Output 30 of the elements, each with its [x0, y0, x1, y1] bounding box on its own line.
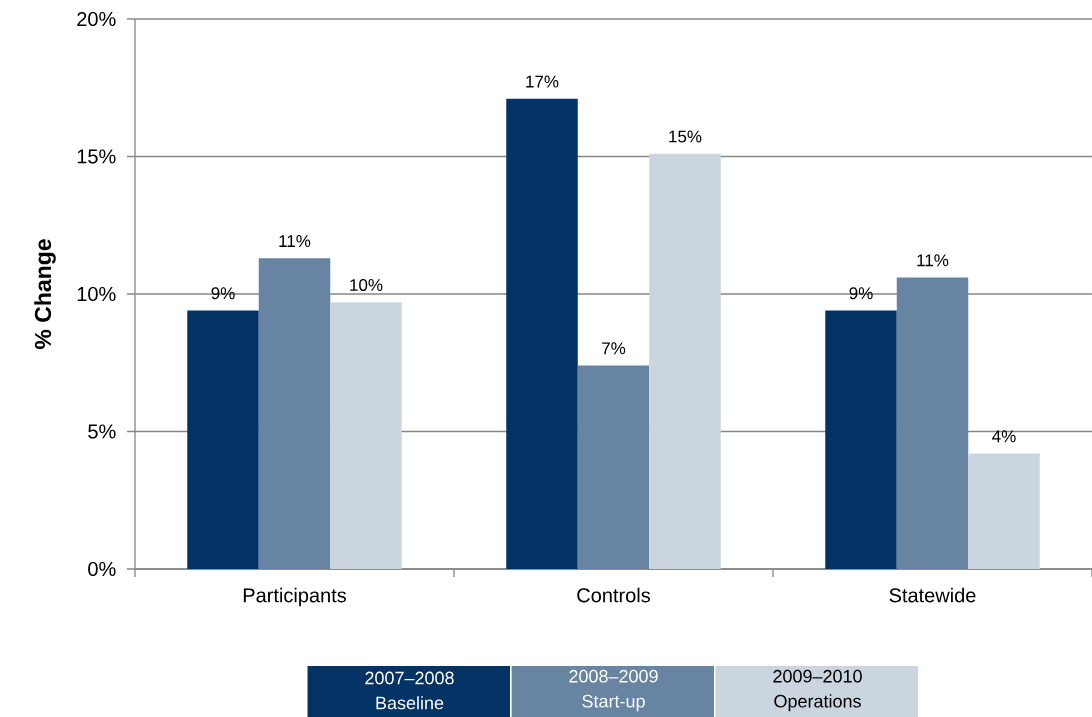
bar	[968, 453, 1040, 569]
text: 2009–2010 Operations	[773, 669, 862, 712]
y-tick-label: 10%	[77, 286, 116, 302]
bar	[577, 365, 650, 569]
data-label: 7%	[602, 342, 626, 355]
text: 2007–2008 Baseline	[365, 671, 454, 710]
data-label: 9%	[849, 287, 873, 300]
bar	[187, 310, 259, 569]
y-tick-label: 5%	[88, 424, 116, 439]
x-tick-label: Controls	[577, 587, 650, 603]
data-label: 10%	[350, 278, 383, 291]
text: 2008–2009 Start-up	[569, 669, 658, 712]
y-axis-title: % Change	[34, 239, 56, 350]
bar	[258, 258, 331, 569]
data-label: 9%	[211, 287, 235, 300]
data-label: 11%	[917, 254, 949, 267]
bar	[330, 302, 402, 569]
data-label: 11%	[279, 235, 311, 247]
bar	[649, 153, 721, 569]
data-label: 15%	[669, 130, 702, 143]
x-tick-label: Participants	[243, 587, 346, 607]
data-label: 17%	[526, 75, 559, 88]
bar	[506, 98, 578, 569]
data-label: 4%	[992, 430, 1016, 443]
x-tick-label: Statewide	[889, 587, 976, 603]
bar	[896, 277, 969, 569]
y-tick-label: 0%	[88, 561, 116, 577]
y-tick-label: 20%	[77, 11, 116, 27]
bar	[825, 310, 897, 569]
y-tick-label: 15%	[77, 149, 116, 164]
